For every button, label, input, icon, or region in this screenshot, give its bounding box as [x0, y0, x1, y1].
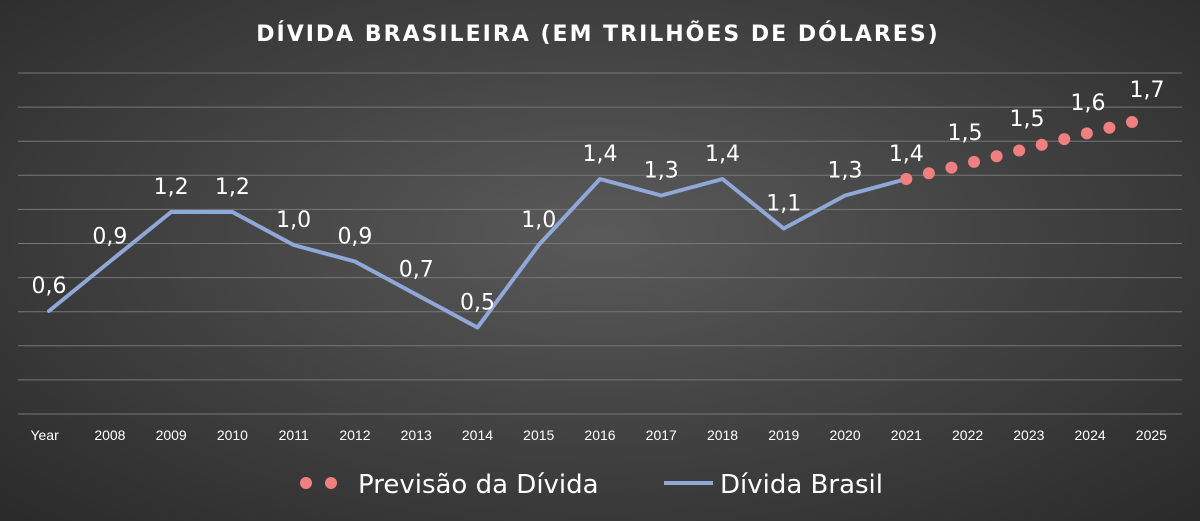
x-tick-label: 2012: [339, 427, 370, 443]
forecast-dot: [968, 155, 981, 168]
x-tick-label: 2016: [584, 427, 615, 443]
forecast-dot: [990, 150, 1003, 163]
gridlines: [18, 72, 1182, 415]
data-label: 1,3: [644, 159, 679, 184]
x-tick-label: 2022: [952, 427, 983, 443]
data-label: 1,2: [154, 175, 189, 200]
x-tick-label: 2015: [523, 427, 554, 443]
data-label: 0,5: [460, 291, 495, 316]
data-label: 1,4: [705, 142, 740, 167]
data-label: 1,0: [276, 208, 311, 233]
forecast-dot: [1103, 121, 1116, 134]
legend: Previsão da Dívida Dívida Brasil: [300, 470, 883, 500]
data-label: 1,6: [1071, 91, 1106, 116]
x-tick-label: 2023: [1013, 427, 1044, 443]
data-label: 0,6: [32, 274, 67, 299]
x-tick-label: 2020: [829, 427, 860, 443]
data-label: 0,9: [92, 225, 127, 250]
data-labels: 0,6 0,9 1,2 1,2 1,0 0,9 0,7 0,5 1,0 1,4 1,3 1,4 1,1 1…: [32, 78, 1165, 316]
x-tick-label: 2013: [401, 427, 432, 443]
forecast-dot: [922, 167, 935, 180]
data-label: 0,7: [399, 258, 434, 283]
data-label: 1,4: [889, 142, 924, 167]
x-tick-label: 2014: [462, 427, 493, 443]
x-tick-label: 2008: [94, 427, 125, 443]
forecast-dot: [1013, 144, 1026, 157]
legend-label-previsao: Previsão da Dívida: [358, 470, 599, 500]
forecast-dot: [945, 161, 958, 174]
forecast-dot: [1035, 138, 1048, 151]
x-axis-ticks: Year 2008 2009 2010 2011 2012 2013 2014 2015 2016…: [30, 427, 1167, 443]
forecast-dot: [1058, 133, 1071, 146]
legend-marker-previsao: [300, 477, 312, 489]
data-label: 1,7: [1130, 78, 1165, 103]
data-label: 1,5: [1010, 107, 1045, 132]
data-label: 1,0: [521, 208, 556, 233]
data-label: 1,1: [766, 192, 801, 217]
forecast-dot: [1126, 116, 1138, 128]
series-layer: [47, 116, 1138, 330]
legend-marker-previsao: [325, 477, 337, 489]
x-tick-label: 2011: [279, 427, 309, 443]
forecast-dot: [1080, 127, 1093, 140]
data-label: 1,5: [948, 121, 983, 146]
x-tick-label: 2025: [1136, 427, 1167, 443]
x-tick-label: Year: [30, 427, 59, 443]
chart-title: DÍVIDA BRASILEIRA (EM TRILHÕES DE DÓLARE…: [256, 21, 940, 47]
data-label: 1,3: [828, 159, 863, 184]
data-label: 1,4: [583, 142, 618, 167]
data-label: 0,9: [337, 225, 372, 250]
x-tick-label: 2009: [156, 427, 187, 443]
x-tick-label: 2018: [707, 427, 738, 443]
x-tick-label: 2019: [768, 427, 799, 443]
legend-label-divida-brasil: Dívida Brasil: [720, 470, 883, 500]
forecast-dot: [900, 173, 913, 185]
x-tick-label: 2021: [891, 427, 922, 443]
x-tick-label: 2024: [1075, 427, 1106, 443]
series-line-divida-brasil: [47, 177, 909, 330]
x-tick-label: 2017: [646, 427, 677, 443]
x-tick-label: 2010: [217, 427, 248, 443]
data-label: 1,2: [215, 175, 250, 200]
